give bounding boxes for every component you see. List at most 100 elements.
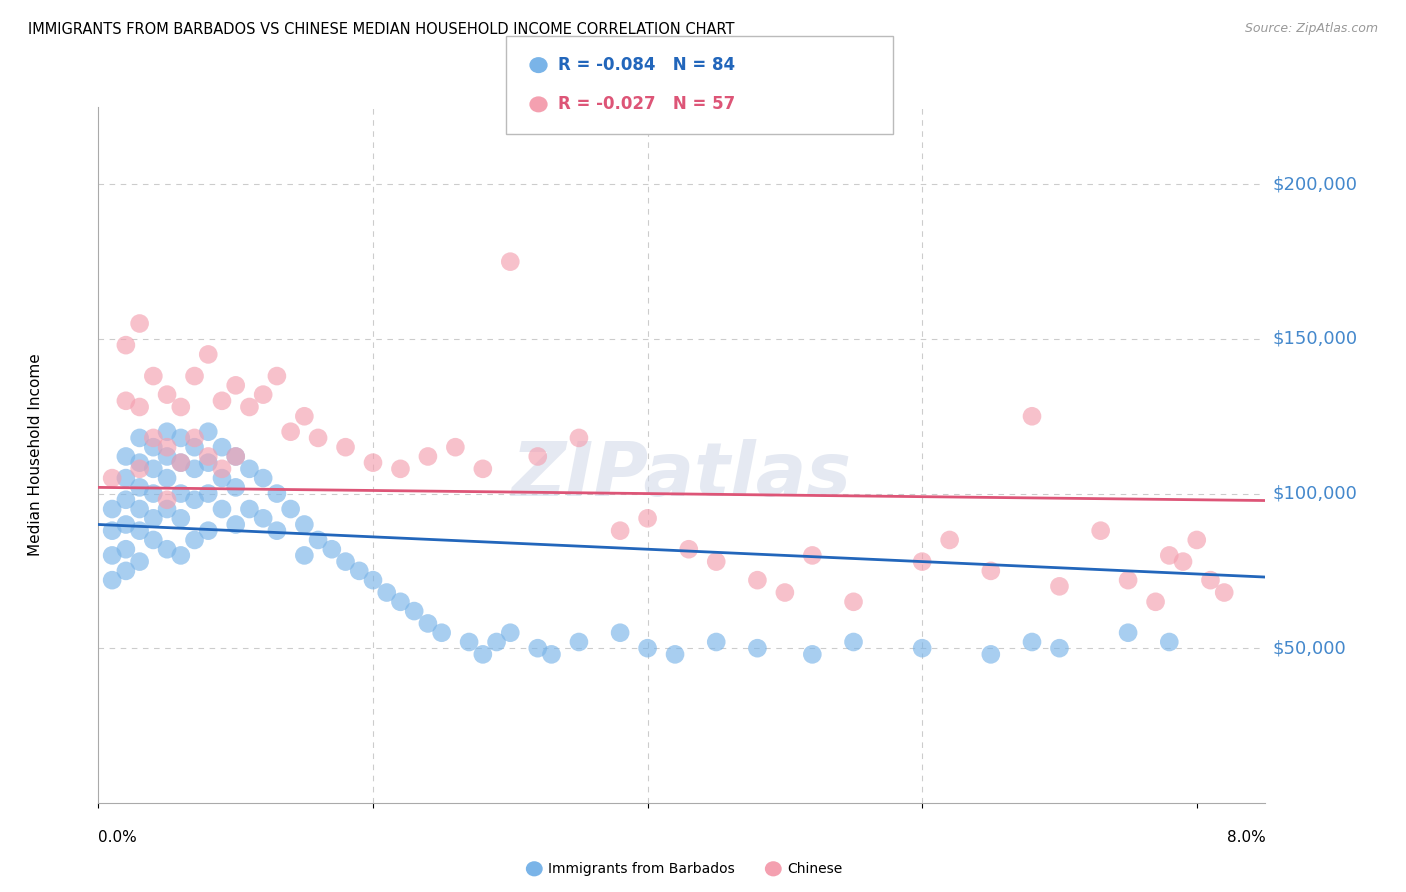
Point	[238, 502, 260, 516]
Point	[142, 440, 165, 454]
Point	[430, 625, 453, 640]
Point	[349, 564, 371, 578]
Point	[156, 387, 179, 401]
Point	[335, 555, 357, 569]
Point	[361, 456, 384, 470]
Point	[938, 533, 960, 547]
Point	[225, 480, 247, 494]
Point	[170, 456, 193, 470]
Point	[115, 471, 138, 485]
Point	[115, 393, 138, 408]
Point	[170, 511, 193, 525]
Point	[280, 502, 302, 516]
Text: $100,000: $100,000	[1272, 484, 1357, 502]
Point	[389, 462, 412, 476]
Point	[266, 524, 288, 538]
Point	[568, 431, 591, 445]
Point	[225, 450, 247, 464]
Point	[637, 641, 659, 656]
Point	[142, 462, 165, 476]
Point	[225, 378, 247, 392]
Point	[1199, 573, 1222, 587]
Point	[1144, 595, 1167, 609]
Point	[183, 533, 205, 547]
Point	[704, 555, 727, 569]
Point	[115, 450, 138, 464]
Point	[170, 486, 193, 500]
Point	[266, 486, 288, 500]
Point	[307, 431, 329, 445]
Point	[156, 542, 179, 557]
Point	[321, 542, 343, 557]
Point	[458, 635, 481, 649]
Point	[197, 450, 219, 464]
Point	[1021, 409, 1043, 424]
Point	[211, 462, 233, 476]
Point	[361, 573, 384, 587]
Point	[156, 450, 179, 464]
Point	[1049, 641, 1071, 656]
Point	[1213, 585, 1236, 599]
Point	[142, 533, 165, 547]
Point	[335, 440, 357, 454]
Text: Source: ZipAtlas.com: Source: ZipAtlas.com	[1244, 22, 1378, 36]
Point	[211, 471, 233, 485]
Point	[156, 425, 179, 439]
Point	[404, 604, 426, 618]
Text: Immigrants from Barbados: Immigrants from Barbados	[548, 862, 735, 876]
Point	[211, 393, 233, 408]
Point	[292, 517, 315, 532]
Point	[156, 502, 179, 516]
Point	[156, 471, 179, 485]
Point	[842, 635, 865, 649]
Point	[197, 425, 219, 439]
Point	[142, 511, 165, 525]
Point	[170, 549, 193, 563]
Point	[183, 431, 205, 445]
Point	[170, 400, 193, 414]
Point	[115, 517, 138, 532]
Point	[101, 502, 124, 516]
Point	[101, 549, 124, 563]
Point	[156, 492, 179, 507]
Text: $50,000: $50,000	[1272, 640, 1346, 657]
Point	[183, 462, 205, 476]
Point	[183, 369, 205, 384]
Point	[980, 564, 1002, 578]
Point	[801, 549, 824, 563]
Text: ZIPatlas: ZIPatlas	[512, 439, 852, 512]
Point	[101, 471, 124, 485]
Point	[211, 440, 233, 454]
Point	[101, 573, 124, 587]
Text: 0.0%: 0.0%	[98, 830, 138, 845]
Point	[128, 431, 150, 445]
Point	[128, 524, 150, 538]
Point	[664, 648, 686, 662]
Point	[1116, 573, 1139, 587]
Point	[568, 635, 591, 649]
Text: R = -0.084   N = 84: R = -0.084 N = 84	[558, 56, 735, 74]
Point	[747, 641, 769, 656]
Point	[128, 502, 150, 516]
Point	[252, 387, 274, 401]
Point	[801, 648, 824, 662]
Text: Chinese: Chinese	[787, 862, 842, 876]
Point	[115, 564, 138, 578]
Point	[266, 369, 288, 384]
Point	[842, 595, 865, 609]
Point	[1185, 533, 1208, 547]
Text: 8.0%: 8.0%	[1226, 830, 1265, 845]
Point	[225, 450, 247, 464]
Point	[375, 585, 398, 599]
Point	[1049, 579, 1071, 593]
Point	[773, 585, 796, 599]
Point	[499, 625, 522, 640]
Point	[980, 648, 1002, 662]
Point	[128, 555, 150, 569]
Point	[183, 440, 205, 454]
Point	[183, 492, 205, 507]
Point	[499, 254, 522, 268]
Point	[444, 440, 467, 454]
Point	[115, 492, 138, 507]
Point	[238, 400, 260, 414]
